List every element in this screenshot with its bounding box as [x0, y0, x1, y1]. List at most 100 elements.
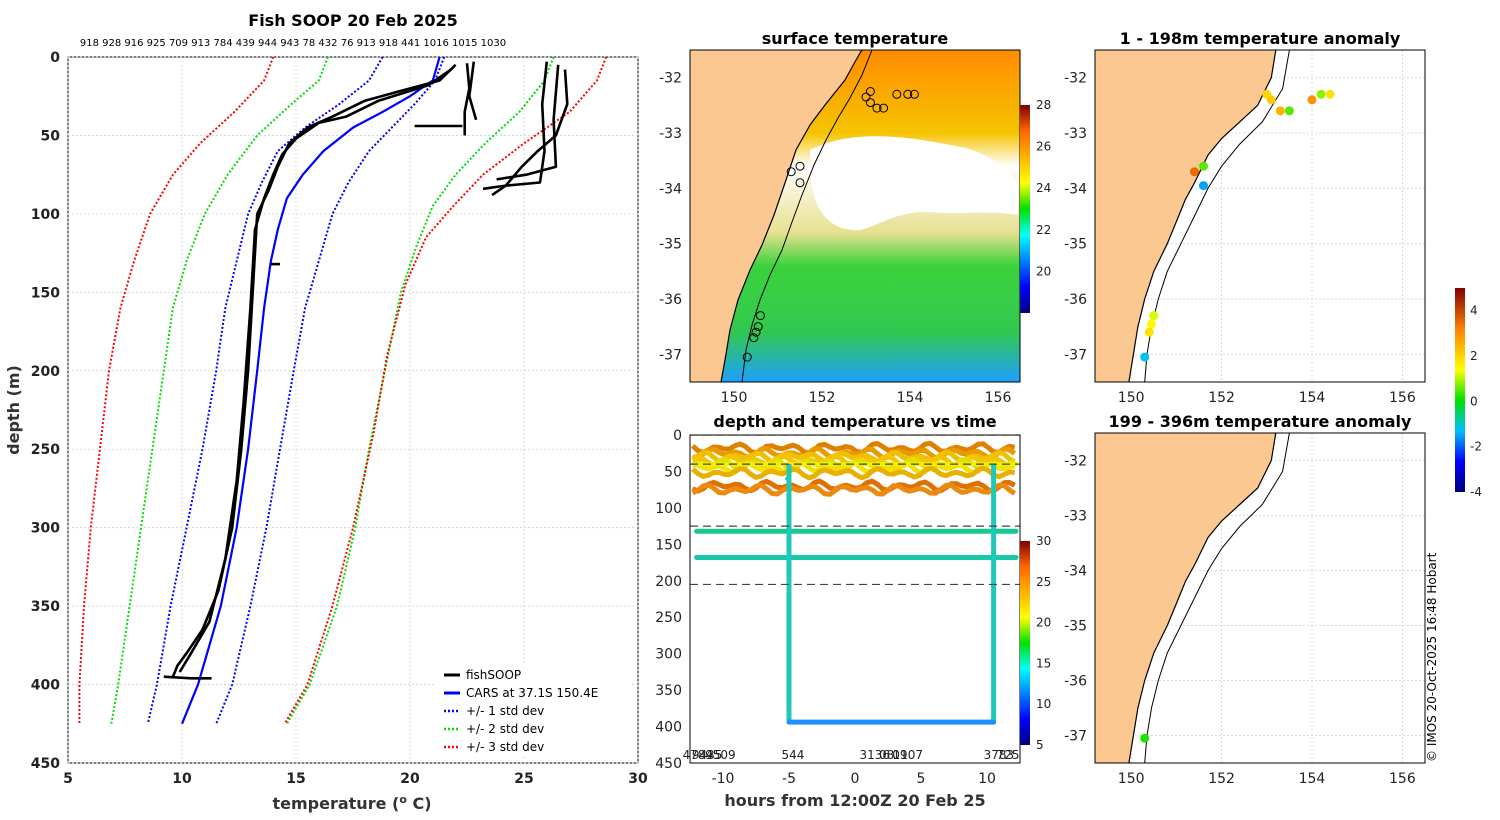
sst-marker [742, 352, 752, 362]
colorbar-tick-label: -2 [1470, 440, 1482, 454]
timeseries-reference-lines [690, 435, 1020, 586]
cast-label: 09 [892, 748, 907, 762]
y-tick-label: 250 [31, 442, 60, 458]
colorbar-tick-label: 2 [1470, 349, 1478, 363]
x-tick-label: 0 [851, 771, 860, 787]
series-line [146, 57, 384, 725]
lat-tick-label: -33 [659, 126, 682, 142]
y-tick-label: 300 [655, 647, 682, 663]
lon-tick-label: 154 [1299, 771, 1326, 787]
anomaly-colorbar [1455, 288, 1465, 492]
anomaly-point [1140, 352, 1150, 362]
cast-label: 4784 [683, 748, 714, 762]
colorbar-tick-label: 28 [1036, 98, 1051, 112]
fishsoop-line [463, 63, 471, 136]
colorbar-tick-label: 24 [1036, 181, 1051, 195]
y-tick-label: 400 [655, 720, 682, 736]
fishsoop-line [496, 64, 560, 181]
sst-marker [909, 89, 919, 99]
legend-label: +/- 1 std dev [466, 704, 544, 718]
anomaly-point [1147, 319, 1157, 329]
shallow-trace [690, 465, 1015, 481]
lon-tick-label: 150 [721, 390, 748, 406]
y-tick-label: 0 [673, 428, 682, 444]
y-tick-label: 350 [31, 599, 60, 615]
series-line [78, 57, 275, 724]
x-tick-label: -10 [712, 771, 735, 787]
anomaly-colorbar-ticks: 4 2 0 -2 -4 [1470, 304, 1482, 499]
fishsoop-line [163, 675, 212, 680]
cast-label: 725 [997, 748, 1020, 762]
colorbar-tick-label: 4 [1470, 304, 1478, 318]
sst-colorbar-ticks: 20 22 24 26 28 [1036, 98, 1051, 278]
profile-x-ticks: 5 10 15 20 25 30 [63, 771, 648, 787]
anomaly-point [1325, 89, 1335, 99]
x-tick-label: 10 [978, 771, 996, 787]
fishsoop-line [468, 61, 478, 121]
lat-tick-label: -36 [1064, 292, 1087, 308]
sst-marker [865, 98, 875, 108]
anom2-land [1095, 433, 1276, 763]
sst-marker [751, 327, 761, 337]
cast-label: 9509 [705, 748, 736, 762]
fishsoop-line [491, 69, 569, 197]
timeseries-colorbar [1020, 541, 1030, 745]
y-tick-label: 400 [31, 678, 60, 694]
anomaly-point [1266, 95, 1276, 105]
lat-tick-label: -37 [659, 347, 682, 363]
legend-label: +/- 2 std dev [466, 722, 544, 736]
sst-marker [753, 322, 763, 332]
cast-label: 08 [879, 748, 894, 762]
fishsoop-line [171, 63, 457, 678]
colorbar-tick-label: 15 [1036, 656, 1051, 670]
x-tick-label: -5 [782, 771, 796, 787]
cast-label: 1107 [893, 748, 924, 762]
lat-tick-label: -36 [659, 292, 682, 308]
lon-tick-label: 152 [1208, 390, 1235, 406]
profile-grid [67, 56, 639, 764]
sst-ticks: 150 152 154 156 -32 -33 -34 -35 -36 -37 [659, 71, 1011, 406]
colorbar-tick-label: 25 [1036, 575, 1051, 589]
x-tick-label: 30 [628, 771, 648, 787]
sst-marker [903, 89, 913, 99]
lat-tick-label: -33 [1064, 509, 1087, 525]
sst-title: surface temperature [762, 29, 949, 48]
shallow-trace [691, 482, 1017, 497]
lat-tick-label: -36 [1064, 674, 1087, 690]
lon-tick-label: 150 [1118, 771, 1145, 787]
anomaly-point [1149, 311, 1159, 321]
sst-marker [786, 167, 796, 177]
profile-title: Fish SOOP 20 Feb 2025 [248, 11, 457, 30]
series-line [180, 57, 441, 725]
fishsoop-line [178, 68, 452, 673]
lat-tick-label: -33 [1064, 126, 1087, 142]
profile-legend: fishSOOP CARS at 37.1S 150.4E +/- 1 std de… [436, 665, 630, 757]
cast-label: 3136 [860, 748, 891, 762]
y-tick-label: 350 [655, 683, 682, 699]
credit-text: © IMOS 20-Oct-2025 16:48 Hobart [1425, 552, 1439, 762]
y-tick-label: 0 [50, 50, 60, 66]
anomaly-point [1198, 181, 1208, 191]
sst-map [690, 50, 1020, 382]
sst-nodata-region [810, 136, 1018, 231]
lat-tick-label: -37 [1064, 347, 1087, 363]
cast-label: 544 [782, 748, 805, 762]
lon-tick-label: 150 [1118, 390, 1145, 406]
lon-tick-label: 156 [1389, 771, 1416, 787]
lon-tick-label: 156 [985, 390, 1012, 406]
sst-marker [755, 311, 765, 321]
anom1-title: 1 - 198m temperature anomaly [1120, 29, 1401, 48]
y-tick-label: 450 [31, 756, 60, 772]
sst-marker [749, 333, 759, 343]
lat-tick-label: -35 [659, 237, 682, 253]
cast-label: 3783 [984, 748, 1015, 762]
profile-y-ticks: 0 50 100 150 200 250 300 350 400 450 [31, 50, 60, 772]
sst-marker [795, 178, 805, 188]
anom2-title: 199 - 396m temperature anomaly [1109, 412, 1412, 431]
anom1-panel: 1 - 198m temperature anomaly 150 152 154 15… [1064, 29, 1426, 406]
sst-coastline [720, 50, 863, 382]
sst-panel: surface temperature 150 152 154 156 -32 -33 -3… [659, 29, 1051, 406]
y-tick-label: 50 [664, 464, 682, 480]
series-line [215, 57, 446, 725]
